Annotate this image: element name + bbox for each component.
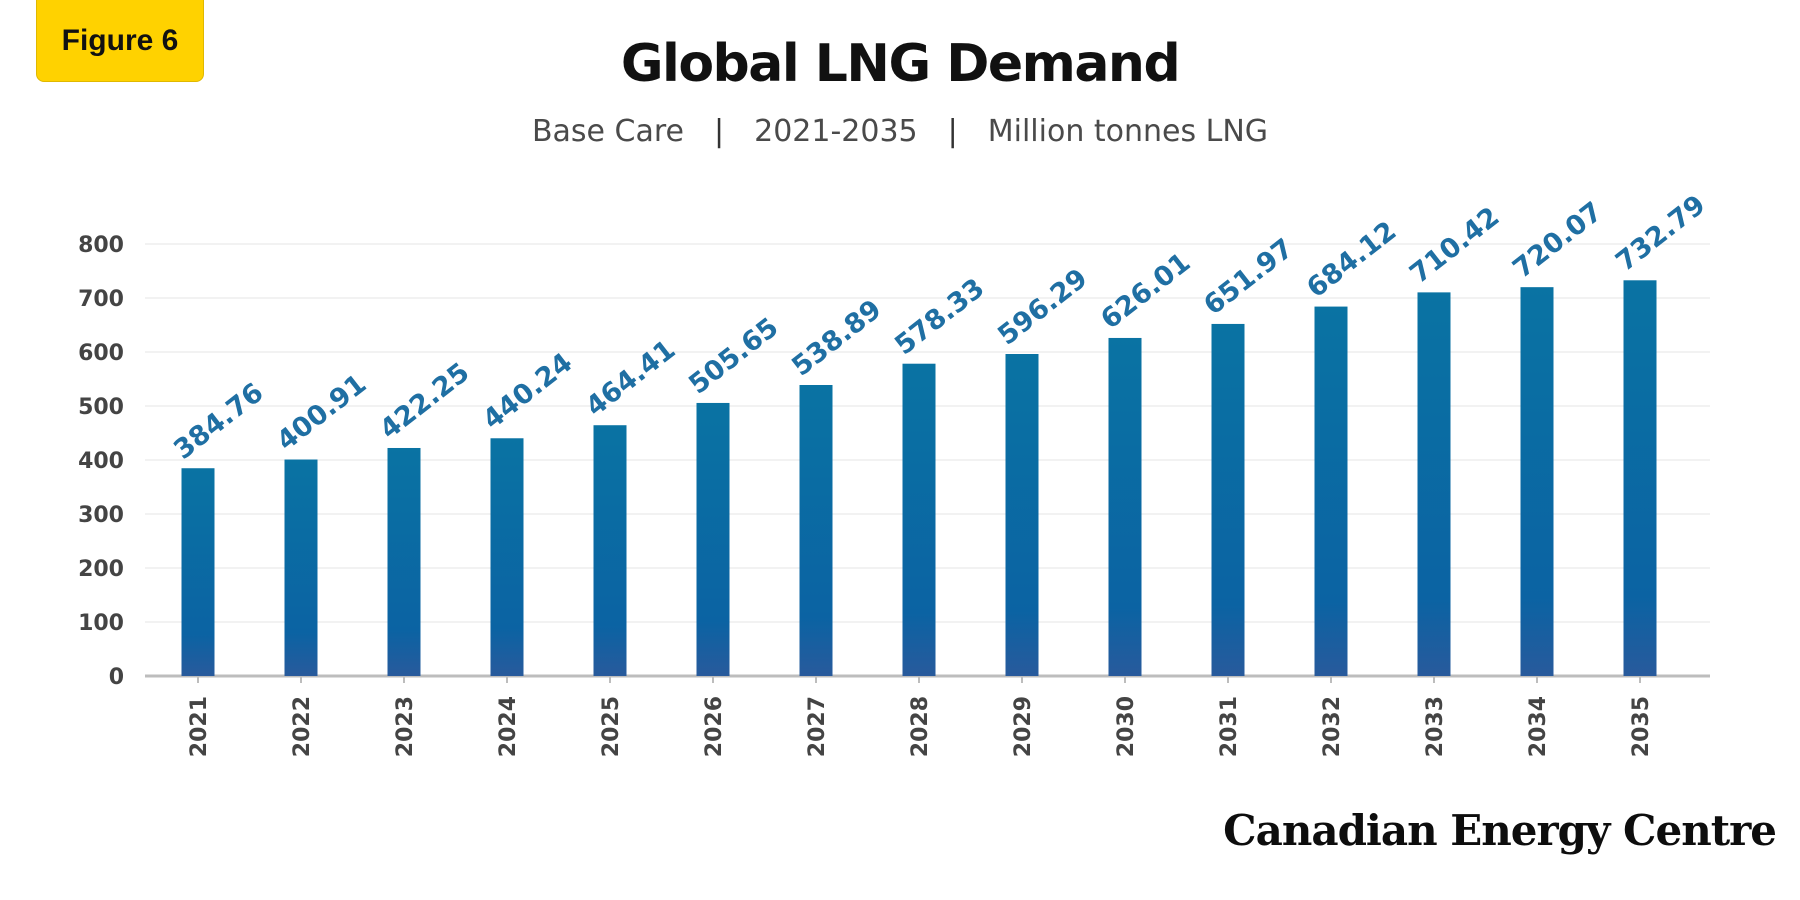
subtitle-range: 2021-2035 xyxy=(754,114,918,149)
x-tick-label: 2030 xyxy=(1114,696,1139,757)
chart-title: Global LNG Demand xyxy=(620,34,1181,94)
data-label-2023: 422.25 xyxy=(374,357,475,446)
x-tick-label: 2027 xyxy=(805,696,830,757)
x-tick-label: 2034 xyxy=(1526,696,1551,757)
y-tick-label: 800 xyxy=(78,233,124,258)
data-label-2024: 440.24 xyxy=(477,347,578,436)
x-tick-label: 2022 xyxy=(290,696,315,757)
x-tick-label: 2023 xyxy=(393,696,418,757)
data-label-2029: 596.29 xyxy=(992,263,1093,352)
y-tick-label: 300 xyxy=(78,503,124,528)
data-label-2034: 720.07 xyxy=(1507,196,1608,285)
bar-2028 xyxy=(902,363,936,676)
x-tick-label: 2035 xyxy=(1629,696,1654,757)
bar-2026 xyxy=(696,402,730,676)
y-tick-label: 0 xyxy=(109,665,124,690)
data-label-2033: 710.42 xyxy=(1404,201,1505,290)
bar-2033 xyxy=(1417,292,1451,676)
bar-2029 xyxy=(1005,354,1039,676)
bar-2027 xyxy=(799,384,833,676)
x-tick-label: 2026 xyxy=(702,696,727,757)
data-label-2025: 464.41 xyxy=(580,334,681,423)
x-tick-label: 2024 xyxy=(496,696,521,757)
bar-2023 xyxy=(387,447,421,676)
data-label-2021: 384.76 xyxy=(168,377,269,466)
subtitle-separator: | xyxy=(947,114,958,149)
y-tick-label: 600 xyxy=(78,341,124,366)
data-label-2027: 538.89 xyxy=(786,294,887,383)
y-tick-label: 400 xyxy=(78,449,124,474)
subtitle-scenario: Base Care xyxy=(531,114,684,149)
data-label-2022: 400.91 xyxy=(271,368,372,457)
y-tick-label: 500 xyxy=(78,395,124,420)
bar-2032 xyxy=(1314,306,1348,676)
y-tick-label: 100 xyxy=(78,611,124,636)
x-tick-label: 2021 xyxy=(187,696,212,757)
x-tick-label: 2032 xyxy=(1320,696,1345,757)
data-label-2035: 732.79 xyxy=(1610,189,1711,278)
subtitle-unit: Million tonnes LNG xyxy=(987,114,1269,149)
x-tick-label: 2029 xyxy=(1011,696,1036,757)
data-labels: 384.76 400.91 422.25 440.24 464.41 505.65 538.… xyxy=(168,189,1711,466)
data-label-2032: 684.12 xyxy=(1301,216,1402,305)
bar-2024 xyxy=(490,438,524,676)
x-tick-label: 2028 xyxy=(908,696,933,757)
chart-subtitle: Base Care | 2021-2035 | Million tonnes LNG xyxy=(0,114,1800,149)
bars xyxy=(181,280,1657,676)
data-label-2028: 578.33 xyxy=(889,273,990,362)
y-tick-label: 200 xyxy=(78,557,124,582)
data-label-2026: 505.65 xyxy=(683,312,784,401)
data-label-2030: 626.01 xyxy=(1095,247,1196,336)
bar-2034 xyxy=(1520,287,1554,676)
x-tick-label: 2025 xyxy=(599,696,624,757)
y-tick-label: 700 xyxy=(78,287,124,312)
bar-2021 xyxy=(181,468,215,676)
x-tick-label: 2033 xyxy=(1423,696,1448,757)
x-tick-label: 2031 xyxy=(1217,696,1242,757)
subtitle-separator: | xyxy=(714,114,725,149)
y-axis: 0 100 200 300 400 500 600 700 800 xyxy=(78,233,124,690)
bar-2025 xyxy=(593,425,627,676)
bar-2035 xyxy=(1623,280,1657,676)
figure-badge: Figure 6 xyxy=(36,0,204,82)
bar-2031 xyxy=(1211,323,1245,676)
bar-2022 xyxy=(284,459,318,676)
x-axis: 2021 2022 2023 2024 2025 2026 2027 2028 2029 2030… xyxy=(187,676,1654,757)
brand-logo: Canadian Energy Centre xyxy=(1223,806,1777,855)
bar-2030 xyxy=(1108,337,1142,676)
data-label-2031: 651.97 xyxy=(1198,233,1299,322)
